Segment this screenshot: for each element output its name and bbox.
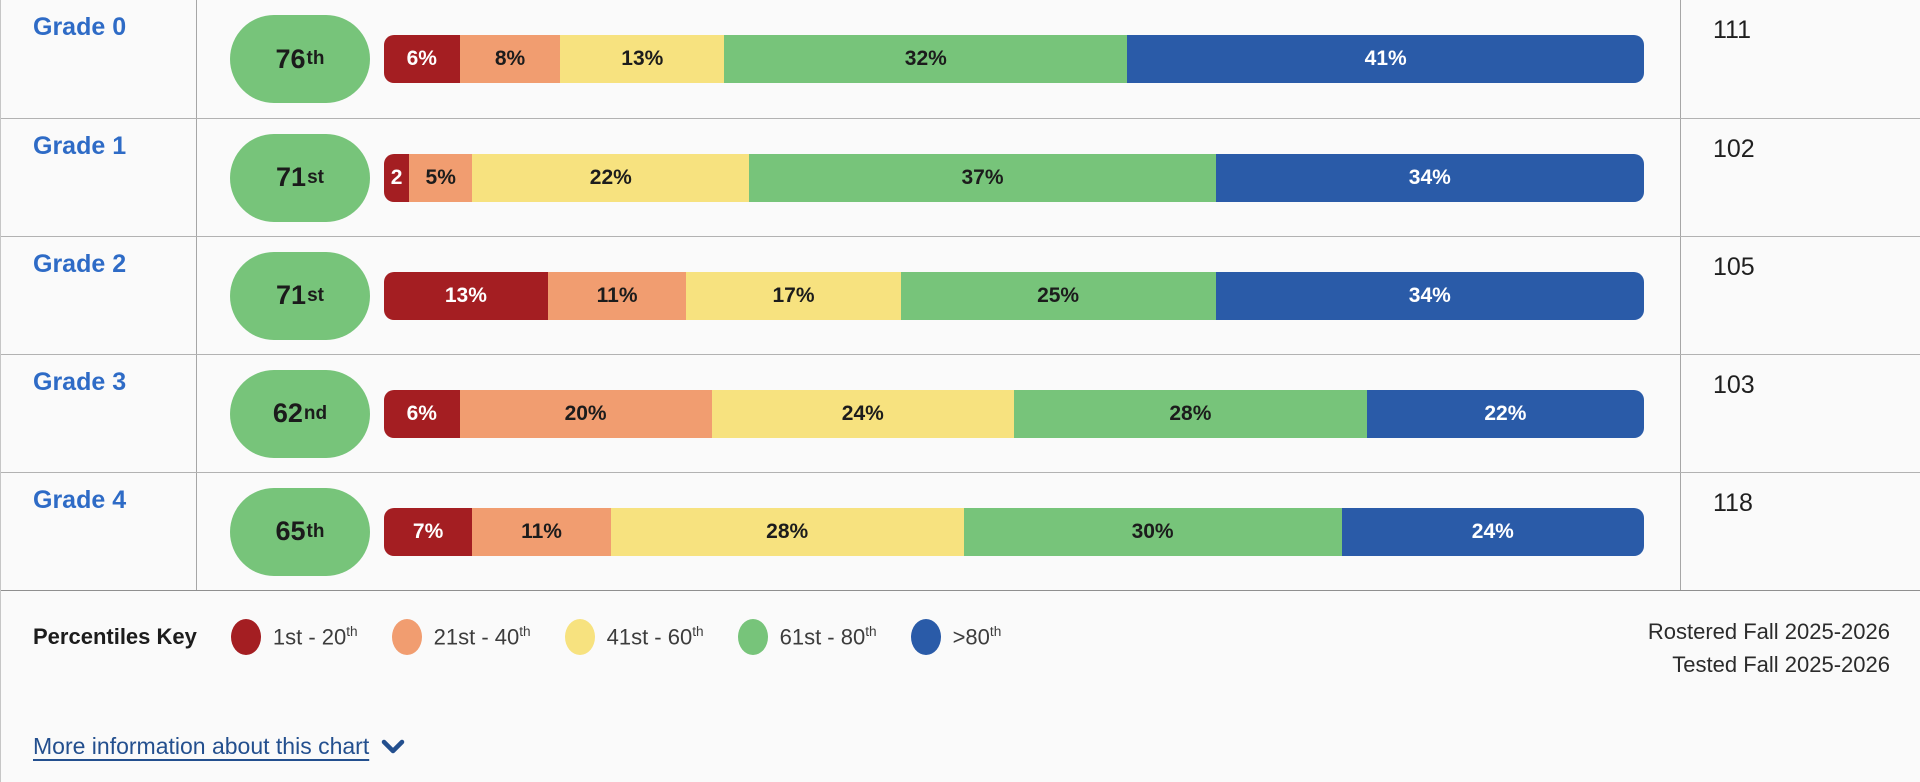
legend-item-41st-60th: 41st - 60th (564, 619, 704, 655)
bar-segment-1st-20th[interactable]: 2 (384, 153, 410, 202)
legend-title: Percentiles Key (33, 624, 197, 649)
legend-label: 41st - 60th (606, 623, 704, 650)
bar-segment-21st-40th[interactable]: 8% (459, 35, 561, 83)
legend-label: 1st - 20th (272, 623, 358, 650)
bar-segment-61st-80th[interactable]: 32% (724, 35, 1128, 83)
bar-segment-gt-80th[interactable]: 24% (1341, 507, 1644, 556)
legend-label: 61st - 80th (779, 623, 877, 650)
bar-segment-61st-80th[interactable]: 28% (1014, 389, 1367, 438)
percentile-suffix: th (306, 48, 325, 69)
more-info-label: More information about this chart (33, 733, 370, 759)
legend-dot-icon (564, 619, 595, 655)
bar-segment-61st-80th[interactable]: 37% (749, 153, 1216, 202)
grade-cell: Grade 0 (1, 0, 197, 118)
bar-segment-21st-40th[interactable]: 20% (459, 389, 712, 438)
stacked-bar: 7% 11% 28% 30% 24% (384, 507, 1644, 556)
bar-segment-61st-80th[interactable]: 30% (963, 507, 1342, 556)
percentile-value: 65 (275, 516, 306, 546)
grade-link[interactable]: Grade 1 (33, 132, 127, 160)
legend-item-61st-80th: 61st - 80th (737, 619, 877, 655)
student-count: 111 (1713, 16, 1752, 44)
stacked-bar: 6% 20% 24% 28% 22% (384, 389, 1644, 438)
bar-segment-gt-80th[interactable]: 41% (1127, 35, 1644, 83)
bar-segment-gt-80th[interactable]: 22% (1366, 389, 1644, 438)
tested-term-label: Tested Fall 2025-2026 (1672, 652, 1890, 677)
legend-dot-icon (910, 619, 941, 655)
stacked-bar: 6% 8% 13% 32% 41% (384, 35, 1644, 83)
legend-item-21st-40th: 21st - 40th (391, 619, 531, 655)
term-annotations: Rostered Fall 2025-2026 Tested Fall 2025… (1648, 615, 1890, 681)
bar-segment-41st-60th[interactable]: 22% (472, 153, 750, 202)
bar-segment-21st-40th[interactable]: 5% (409, 153, 473, 202)
student-count: 105 (1713, 253, 1755, 281)
rostered-term-label: Rostered Fall 2025-2026 (1647, 619, 1890, 644)
student-count: 118 (1713, 489, 1753, 517)
more-info-link[interactable]: More information about this chart (33, 733, 405, 760)
bar-segment-21st-40th[interactable]: 11% (472, 507, 611, 556)
legend-item-gt-80th: >80th (910, 619, 1002, 655)
stacked-bar: 2 5% 22% 37% 34% (384, 153, 1645, 202)
bar-segment-1st-20th[interactable]: 7% (384, 507, 473, 556)
grade-link[interactable]: Grade 0 (33, 13, 127, 41)
percentile-suffix: st (307, 284, 324, 306)
percentile-suffix: th (306, 520, 325, 542)
bar-segment-21st-40th[interactable]: 11% (547, 271, 687, 320)
stacked-bar: 13% 11% 17% 25% 34% (384, 271, 1644, 320)
percentiles-key-legend: Percentiles Key 1st - 20th 21st - 40th 41s… (33, 615, 1001, 655)
grade-link[interactable]: Grade 3 (33, 368, 127, 396)
percentile-value: 76 (275, 43, 306, 74)
legend-label: 21st - 40th (433, 623, 531, 650)
percentile-value: 71 (276, 280, 307, 310)
bar-segment-41st-60th[interactable]: 28% (610, 507, 964, 556)
bar-segment-gt-80th[interactable]: 34% (1215, 153, 1645, 202)
grade-cell: Grade 1 (1, 119, 197, 236)
student-count: 102 (1713, 135, 1755, 163)
footer-top: Percentiles Key 1st - 20th 21st - 40th 41s… (33, 615, 1890, 681)
bar-segment-1st-20th[interactable]: 6% (384, 35, 460, 83)
grade-cell: Grade 3 (1, 355, 197, 472)
percentile-value: 62 (272, 398, 303, 428)
chevron-down-icon (381, 739, 405, 755)
percentile-suffix: st (307, 166, 324, 188)
bar-segment-gt-80th[interactable]: 34% (1215, 271, 1644, 320)
grade-cell: Grade 2 (1, 237, 197, 354)
legend-dot-icon (737, 619, 768, 655)
legend-item-1st-20th: 1st - 20th (230, 619, 358, 655)
bar-segment-41st-60th[interactable]: 17% (686, 271, 901, 320)
grade-link[interactable]: Grade 2 (33, 250, 127, 278)
percentile-value: 71 (276, 162, 307, 192)
footer: Percentiles Key 1st - 20th 21st - 40th 41s… (1, 590, 1920, 782)
legend-dot-icon (230, 619, 261, 655)
grade-link[interactable]: Grade 4 (33, 486, 127, 514)
bar-segment-41st-60th[interactable]: 24% (711, 389, 1014, 438)
bar-segment-41st-60th[interactable]: 13% (560, 35, 725, 83)
legend-dot-icon (391, 619, 422, 655)
legend-label: >80th (952, 623, 1002, 650)
grade-cell: Grade 4 (1, 473, 197, 590)
student-count: 103 (1713, 371, 1755, 399)
percentile-suffix: nd (303, 402, 328, 424)
bar-segment-1st-20th[interactable]: 13% (384, 271, 548, 320)
bar-segment-1st-20th[interactable]: 6% (384, 389, 460, 438)
bar-segment-61st-80th[interactable]: 25% (900, 271, 1216, 320)
